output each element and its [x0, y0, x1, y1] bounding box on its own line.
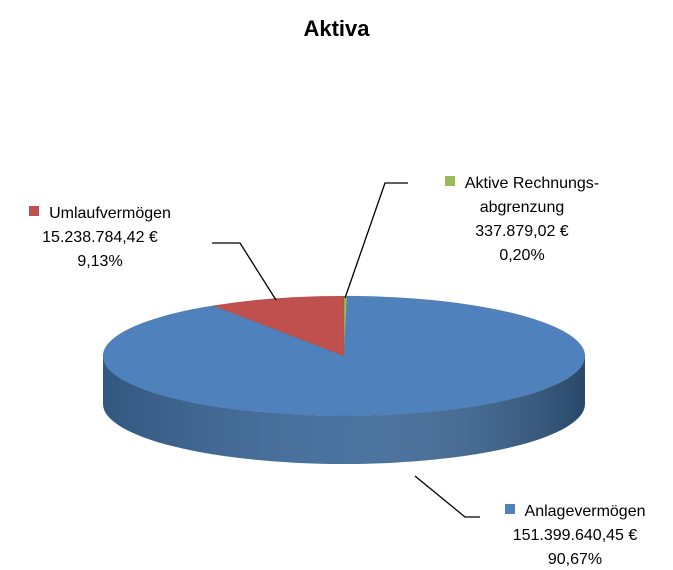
percentage-label: 0,20% [499, 247, 545, 264]
pie-slice [102, 295, 586, 417]
value-label: 15.238.784,42 € [42, 229, 158, 246]
value-label: 337.879,02 € [475, 223, 569, 240]
data-label: Umlaufvermögen 15.238.784,42 € 9,13% [0, 202, 200, 274]
percentage-label: 90,67% [547, 551, 603, 568]
pie-slice [212, 295, 345, 357]
leader-line [414, 475, 480, 518]
label-name-row: Aktive Rechnungs- abgrenzung [422, 172, 622, 220]
percentage-label: 9,13% [77, 253, 123, 270]
data-label: Anlagevermögen 151.399.640,45 € 90,67% [475, 500, 673, 570]
legend-swatch [29, 206, 40, 216]
label-name-row: Anlagevermögen [475, 500, 673, 524]
leader-line [212, 242, 277, 301]
pie-side-shade [103, 356, 585, 464]
value-label: 151.399.640,45 € [512, 527, 638, 544]
legend-swatch [444, 176, 455, 186]
category-name: Umlaufvermögen [49, 205, 171, 222]
category-name: Aktive Rechnungs- abgrenzung [464, 175, 600, 216]
chart-title: Aktiva [303, 16, 370, 41]
label-name-row: Umlaufvermögen [0, 202, 200, 226]
leader-line [344, 182, 408, 299]
legend-swatch [504, 504, 515, 514]
data-label: Aktive Rechnungs- abgrenzung 337.879,02 €… [422, 172, 622, 268]
category-name: Anlagevermögen [524, 503, 646, 520]
